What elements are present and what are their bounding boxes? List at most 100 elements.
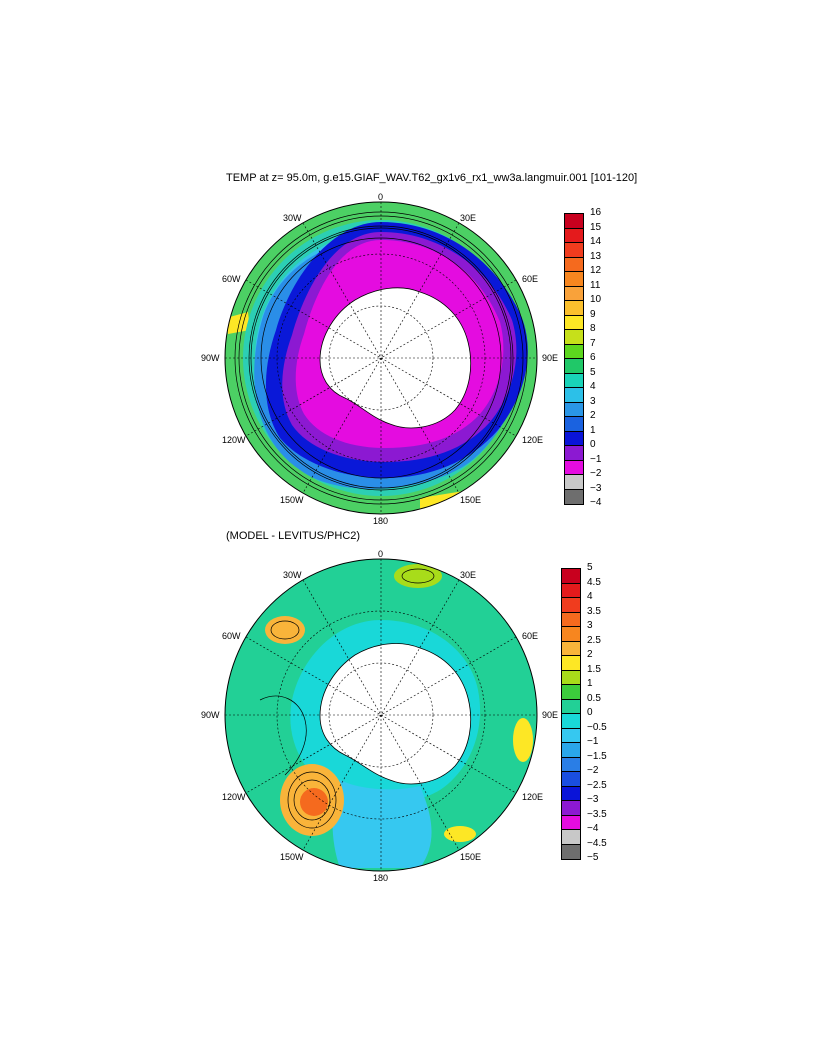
colorbar-segment [562, 685, 580, 700]
diff-field-lightblue-region [332, 780, 432, 868]
colorbar-tick-label: −2.5 [587, 779, 607, 791]
lon-label-60e: 60E [522, 631, 539, 641]
colorbar-tick-label: 13 [590, 250, 602, 262]
lon-label-30w: 30W [283, 570, 302, 580]
colorbar-tick-label: −2 [590, 468, 602, 479]
map-temperature-grid [225, 202, 537, 514]
colorbar-segment [565, 402, 583, 417]
colorbar-tick-label: 2 [587, 649, 593, 660]
colorbar-segment [562, 757, 580, 772]
colorbar-tick-label: 4.5 [587, 576, 601, 588]
colorbar-tick-label: −4 [590, 497, 602, 508]
map-difference-border [224, 558, 538, 872]
colorbar-tick-label: 2 [590, 410, 596, 421]
colorbar-tick-label: −3 [590, 482, 602, 494]
diff-field-warm-core [300, 788, 328, 816]
lon-label-30e: 30E [460, 213, 477, 223]
colorbar-segment [562, 598, 580, 613]
lon-label-120e: 120E [522, 792, 544, 802]
diff-contour-lines [259, 568, 435, 829]
colorbar-tick-label: 1.5 [587, 663, 601, 675]
colorbar-tick-label: 5 [587, 562, 593, 573]
colorbar-segment [565, 315, 583, 330]
colorbar-tick-label: −0.5 [587, 721, 607, 733]
colorbar-segment [562, 786, 580, 801]
colorbar-tick-label: 16 [590, 207, 602, 218]
colorbar-tick-label: 8 [590, 323, 596, 334]
colorbar-tick-label: 0 [587, 707, 593, 718]
lon-label-90e: 90E [542, 710, 559, 720]
lon-label-60w: 60W [222, 631, 241, 641]
colorbar-segment [565, 243, 583, 258]
lon-label-120w: 120W [222, 435, 246, 445]
colorbar-tick-label: 12 [590, 265, 602, 276]
lon-label-150e: 150E [460, 852, 482, 862]
colorbar-segment [562, 656, 580, 671]
lon-label-180: 180 [373, 516, 389, 526]
lon-label-180: 180 [373, 873, 389, 883]
colorbar-segment [565, 228, 583, 243]
lon-label-150w: 150W [280, 852, 304, 862]
colorbar-segment [565, 330, 583, 345]
colorbar-tick-label: −1 [587, 736, 599, 747]
lon-label-90w: 90W [201, 710, 220, 720]
colorbar-segment [565, 460, 583, 475]
colorbar-segment [565, 373, 583, 388]
antarctica-landmass [319, 287, 472, 429]
colorbar-segment [565, 431, 583, 446]
colorbar-segment [565, 301, 583, 316]
lon-label-90e: 90E [542, 353, 559, 363]
colorbar-tick-label: −2 [587, 765, 599, 776]
colorbar-segment [562, 627, 580, 642]
map-temperature-border [224, 201, 538, 515]
colorbar-segment [562, 815, 580, 830]
antarctica-landmass [319, 643, 472, 785]
colorbar-segment [562, 728, 580, 743]
colorbar-segment [562, 844, 580, 859]
colorbar-segment [565, 489, 583, 504]
diff-field-east-yellow-patch [513, 718, 533, 762]
colorbar-tick-label: −5 [587, 852, 599, 863]
colorbar-segment [565, 344, 583, 359]
colorbar-segment [562, 670, 580, 685]
map-difference [225, 559, 537, 871]
diff-field-yellow-south [444, 826, 476, 842]
colorbar-tick-label: −3.5 [587, 808, 607, 820]
colorbar-segment [562, 801, 580, 816]
colorbar-segment [565, 446, 583, 461]
colorbar-tick-label: 7 [590, 337, 596, 349]
colorbar-segment [565, 214, 583, 229]
lon-label-30e: 30E [460, 570, 477, 580]
lon-label-120w: 120W [222, 792, 246, 802]
colorbar-segment [565, 359, 583, 374]
diff-field-yellow-patch [394, 564, 442, 588]
lon-label-0: 0 [378, 192, 384, 202]
colorbar-difference [561, 568, 581, 860]
colorbar-tick-label: 11 [590, 279, 601, 291]
colorbar-segment [565, 475, 583, 490]
lon-label-30w: 30W [283, 213, 302, 223]
colorbar-tick-label: 5 [590, 366, 596, 378]
colorbar-segment [565, 286, 583, 301]
lon-label-60w: 60W [222, 274, 241, 284]
colorbar-segment [565, 272, 583, 287]
colorbar-tick-label: 4 [590, 381, 596, 392]
map-difference-grid [225, 559, 537, 871]
colorbar-segment [565, 257, 583, 272]
colorbar-tick-label: −1 [590, 453, 602, 465]
lon-label-150w: 150W [280, 495, 304, 505]
colorbar-tick-label: 0.5 [587, 692, 601, 704]
colorbar-tick-label: 14 [590, 236, 602, 247]
temp-field-yellow-patch [226, 312, 478, 514]
colorbar-tick-label: 10 [590, 294, 602, 305]
colorbar-segment [565, 388, 583, 403]
colorbar-tick-label: 3 [590, 395, 596, 407]
colorbar-tick-label: −3 [587, 794, 599, 805]
colorbar-segment [562, 743, 580, 758]
colorbar-segment [562, 830, 580, 845]
lon-label-0: 0 [378, 549, 384, 559]
map-title-temperature: TEMP at z= 95.0m, g.e15.GIAF_WAV.T62_gx1… [226, 172, 638, 184]
diff-field-warm-patch [265, 616, 305, 644]
colorbar-tick-label: 1 [587, 678, 593, 689]
